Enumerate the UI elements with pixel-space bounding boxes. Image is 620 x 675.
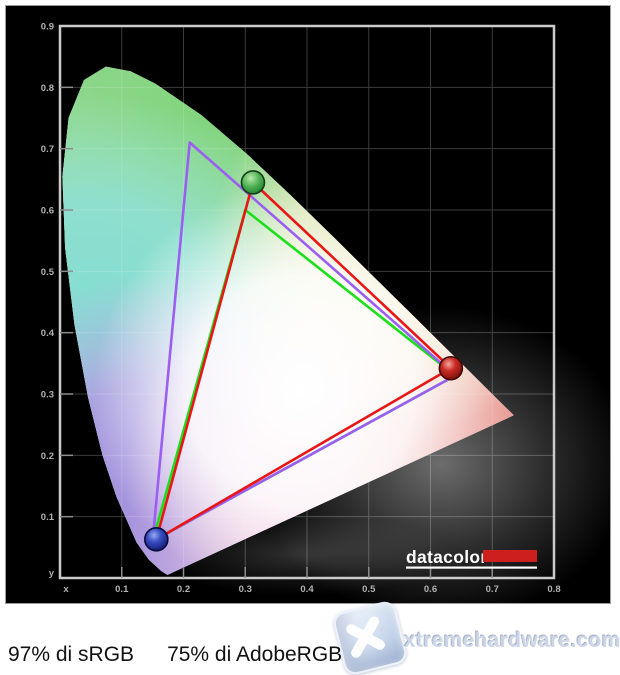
datacolor-underline <box>406 566 537 569</box>
x-tick-label: 0.8 <box>547 584 560 595</box>
chromaticity-chart-panel: 0.1 0.2 0.3 0.4 0.5 0.6 0.7 0.8 0.9 0.1 0.2 0.3 0.4 0… <box>5 5 611 604</box>
y-tick-label: 0.8 <box>41 83 54 94</box>
x-tick-label: 0.6 <box>424 584 437 595</box>
x-tick-label: 0.7 <box>486 584 499 595</box>
y-tick-label: 0.5 <box>41 267 55 278</box>
red-primary-marker <box>438 355 464 381</box>
x-tick-label: 0.5 <box>362 584 376 595</box>
y-tick-label: 0.4 <box>41 328 55 339</box>
watermark-site-text: xtremehardware.com <box>404 629 620 652</box>
x-axis-label: x <box>63 584 69 595</box>
y-tick-label: 0.6 <box>41 206 54 217</box>
xtremehardware-x-icon <box>331 599 409 675</box>
y-axis-label: y <box>49 568 55 579</box>
y-tick-label: 0.1 <box>41 512 55 523</box>
chromaticity-chart: 0.1 0.2 0.3 0.4 0.5 0.6 0.7 0.8 0.9 0.1 0.2 0.3 0.4 0… <box>41 22 610 603</box>
x-tick-label: 0.4 <box>300 584 314 595</box>
y-tick-label: 0.7 <box>41 144 54 155</box>
y-tick-label: 0.9 <box>41 22 54 33</box>
datacolor-logo: datacolor <box>406 547 537 569</box>
gamut-triangle-AdobeRGB-reference-gamut <box>151 141 457 543</box>
y-tick-label: 0.3 <box>41 390 54 401</box>
datacolor-red-bar <box>483 550 537 562</box>
datacolor-wordmark: datacolor <box>406 547 487 567</box>
blue-primary-marker <box>144 527 169 552</box>
x-tick-label: 0.2 <box>177 584 190 595</box>
x-tick-label: 0.1 <box>115 584 129 595</box>
gamut-coverage-caption: 97% di sRGB 75% di AdobeRGB <box>8 642 342 667</box>
adobergb-coverage-text: 75% di AdobeRGB <box>167 643 343 666</box>
green-primary-marker <box>240 170 266 195</box>
gamut-triangle-measured-display-gamut <box>155 181 453 541</box>
srgb-coverage-text: 97% di sRGB <box>8 643 135 666</box>
x-tick-label: 0.3 <box>239 584 252 595</box>
y-tick-label: 0.2 <box>41 451 54 462</box>
